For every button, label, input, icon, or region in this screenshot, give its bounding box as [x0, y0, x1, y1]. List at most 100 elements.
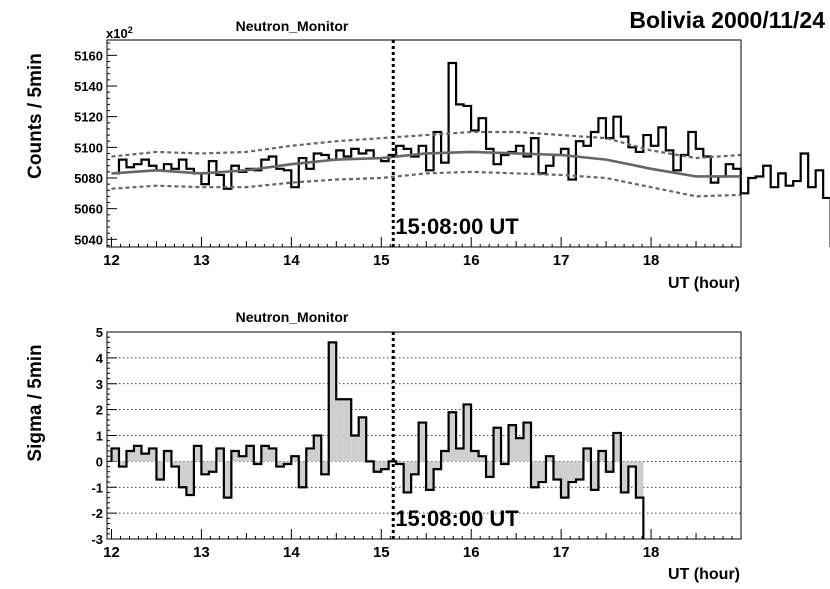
sigma-bar	[538, 461, 546, 483]
sigma-bar	[418, 422, 427, 462]
sigma-bar	[216, 448, 224, 462]
y-tick-label: 5140	[74, 79, 103, 94]
sigma-bar	[605, 461, 614, 472]
sigma-bar	[298, 461, 307, 488]
sigma-bar	[276, 461, 284, 467]
x-tick-label: 12	[103, 252, 120, 269]
sigma-bar	[463, 404, 472, 462]
x-tick-label: 16	[463, 252, 480, 269]
sigma-bar	[208, 461, 217, 472]
x-tick-label: 12	[103, 544, 120, 561]
y-tick-label: -2	[91, 506, 103, 521]
sigma-bar	[163, 451, 172, 462]
sigma-bar	[186, 461, 194, 496]
sigma-bar	[118, 461, 127, 467]
sigma-bar	[478, 456, 487, 462]
sigma-bar	[426, 461, 434, 490]
x-tick-label: 14	[283, 252, 300, 269]
sigma-bar	[441, 451, 449, 462]
sigma-bar	[328, 342, 337, 462]
y-tick-label: 0	[96, 454, 103, 469]
y-tick-label: 3	[96, 377, 103, 392]
sigma-bar	[238, 456, 247, 462]
sigma-bar	[583, 448, 591, 462]
sigma-bar	[516, 438, 524, 462]
sigma-panel-title: Neutron_Monitor	[236, 309, 349, 325]
sigma-bar	[141, 453, 149, 462]
sigma-bar	[313, 435, 322, 462]
counts-y-axis-label: Counts / 5min	[25, 53, 46, 179]
sigma-y-axis-label: Sigma / 5min	[25, 344, 46, 461]
sigma-bar	[306, 448, 314, 462]
sigma-bar	[133, 445, 142, 462]
sigma-bar	[171, 461, 179, 467]
x-tick-label: 18	[643, 544, 660, 561]
sigma-bar	[148, 448, 157, 462]
sigma-bar	[471, 451, 479, 462]
sigma-bar	[268, 448, 277, 462]
sigma-bar	[486, 461, 494, 477]
sigma-bar	[381, 461, 389, 470]
counts-x-axis-label: UT (hour)	[668, 275, 740, 292]
y-tick-label: 4	[96, 351, 104, 366]
sigma-panel: Neutron_Monitor Sigma / 5min UT (hour) 1…	[25, 309, 742, 583]
counts-plot-area: 12 13 14 15 16 17 18 5040 5060 5080 5100 5120 5140 51…	[74, 40, 830, 269]
sigma-bar	[111, 448, 119, 462]
sigma-bar	[411, 461, 419, 475]
sigma-bar	[351, 435, 359, 462]
sigma-bar	[246, 445, 254, 462]
y-tick-label: 5100	[74, 140, 103, 155]
sigma-bar	[553, 461, 561, 480]
y-tick-label: 2	[96, 403, 103, 418]
sigma-bar	[501, 461, 509, 464]
x-tick-label: 18	[643, 252, 660, 269]
main-title: Bolivia 2000/11/24	[629, 7, 825, 33]
sigma-bar	[620, 461, 629, 493]
sigma-x-axis-label: UT (hour)	[668, 566, 740, 583]
x-tick-label: 16	[463, 544, 480, 561]
sigma-bar	[433, 461, 442, 470]
sigma-bar	[523, 422, 531, 462]
event-time-label: 15:08:00 UT	[395, 214, 519, 239]
sigma-bar	[530, 461, 539, 488]
sigma-bar	[598, 451, 606, 462]
counts-histogram	[111, 61, 830, 247]
y-tick-label: 1	[96, 429, 103, 444]
y-tick-label: 5080	[74, 171, 103, 186]
sigma-bar	[373, 461, 382, 472]
y-tick-label: -3	[91, 532, 103, 547]
y-tick-label: 5040	[74, 232, 103, 247]
sigma-bar	[560, 461, 569, 498]
lower-sigma-band	[111, 170, 742, 198]
counts-panel-title: Neutron_Monitor	[236, 18, 349, 34]
y-tick-label: 5120	[74, 110, 103, 125]
y-tick-label: 5160	[74, 48, 103, 63]
sigma-bar	[396, 461, 404, 464]
y-tick-label: 5060	[74, 202, 103, 217]
sigma-bar	[358, 417, 367, 462]
sigma-bar	[613, 432, 621, 462]
x-tick-label: 15	[373, 544, 390, 561]
sigma-bar	[253, 461, 262, 464]
sigma-bar	[126, 451, 134, 462]
sigma-bar	[545, 456, 554, 462]
sigma-bar	[343, 399, 352, 462]
x-tick-label: 14	[283, 544, 300, 561]
sigma-bar	[283, 461, 292, 464]
sigma-histogram-outline	[110, 341, 645, 539]
x-tick-label: 17	[553, 544, 570, 561]
sigma-bar	[231, 451, 239, 462]
counts-plot-frame	[106, 39, 742, 248]
sigma-bar	[223, 461, 232, 498]
sigma-bar	[156, 461, 164, 480]
event-time-label: 15:08:00 UT	[395, 506, 519, 531]
sigma-bar	[261, 445, 269, 462]
mean-trend-line	[111, 150, 741, 178]
x-tick-label: 13	[193, 252, 210, 269]
sigma-bar	[336, 399, 344, 462]
sigma-bar	[628, 461, 636, 467]
x-tick-label: 15	[373, 252, 390, 269]
counts-panel: Neutron_Monitor Counts / 5min UT (hour) …	[25, 18, 830, 292]
